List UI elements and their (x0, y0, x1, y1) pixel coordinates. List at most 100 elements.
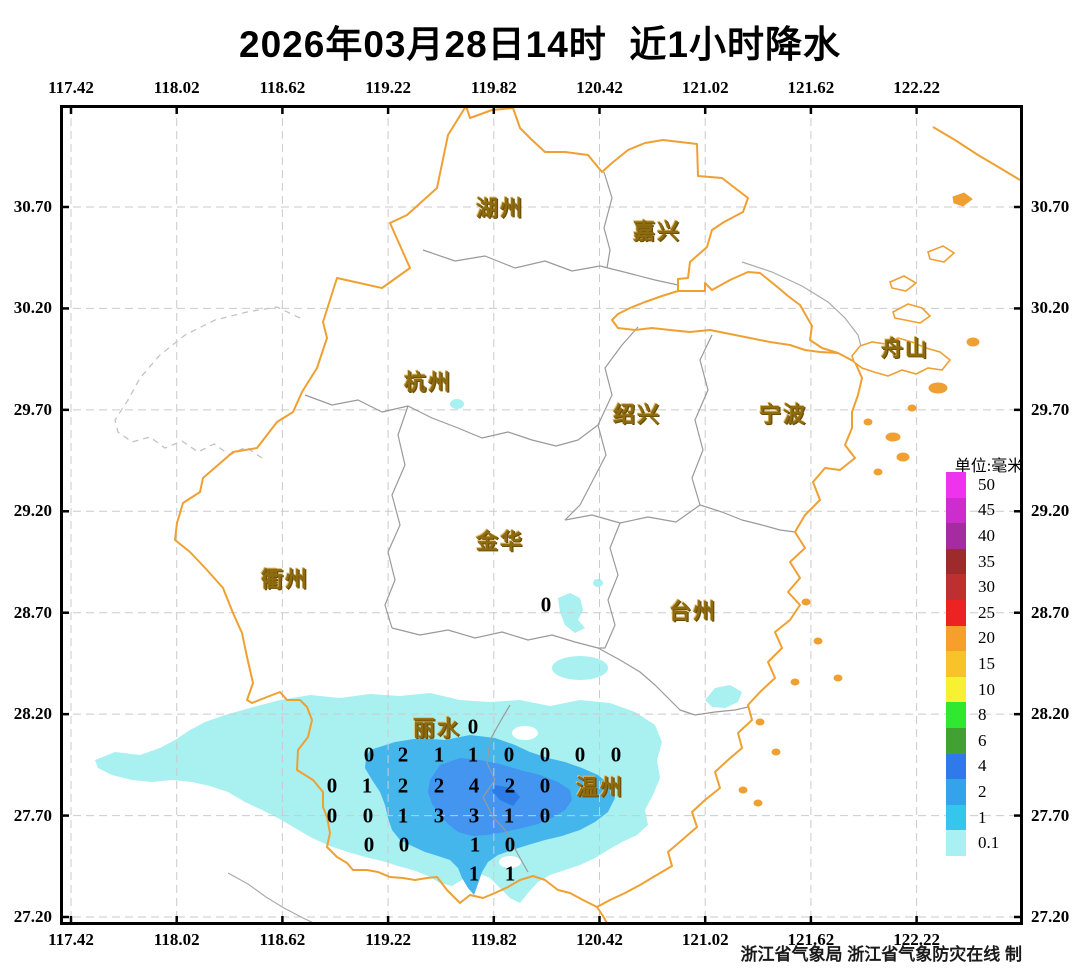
precip-value: 1 (397, 803, 409, 828)
lat-tick-label-left: 27.20 (13, 907, 52, 926)
island (927, 245, 956, 263)
precip-patch-northeast (705, 685, 742, 708)
precip-value: 2 (504, 773, 516, 798)
precip-value: 0 (362, 803, 374, 828)
precip-value: 0 (540, 592, 552, 617)
precip-value: 4 (468, 773, 480, 798)
precip-value: 0 (539, 803, 551, 828)
neighbor-borders (114, 261, 863, 925)
page-title: 2026年03月28日14时 近1小时降水 (239, 24, 841, 65)
island (952, 192, 973, 207)
zhoushan-main-island (851, 337, 952, 377)
city-label-绍兴: 绍兴 (612, 402, 662, 427)
credit-footer: 浙江省气象局 浙江省气象防灾在线 制 (740, 945, 1022, 964)
lat-tick-label-right: 29.20 (1031, 501, 1070, 521)
precip-area-streak (492, 785, 520, 806)
precip-value: 0 (363, 832, 375, 857)
precip-hole (512, 726, 538, 740)
legend-label: 30 (978, 577, 995, 597)
precip-dot-hangzhou (450, 399, 464, 409)
legend-label: 35 (978, 551, 995, 571)
bay-north-gray-line (741, 261, 863, 351)
legend-swatch (946, 779, 966, 805)
lon-tick-label-bottom: 119.82 (470, 930, 517, 949)
legend-label: 2 (978, 781, 987, 801)
islet (885, 432, 901, 442)
legend-label: 1 (978, 807, 987, 827)
hangzhou-bay-shoreline (611, 290, 839, 354)
precip-value: 2 (397, 773, 409, 798)
precip-value: 0 (574, 742, 586, 767)
city-label-丽水: 丽水 (412, 716, 462, 741)
precip-value: 0 (467, 714, 479, 739)
islet (813, 637, 823, 645)
islet (771, 748, 781, 756)
legend-swatch (946, 702, 966, 728)
axis-ticks (60, 105, 1023, 925)
graticule-grid (60, 105, 1023, 925)
lon-tick-label-top: 117.42 (48, 78, 94, 97)
legend-label: 50 (978, 474, 995, 494)
islet (738, 786, 748, 794)
lon-tick-label-bottom: 119.22 (365, 930, 411, 949)
legend-swatch (946, 804, 966, 831)
lat-tick-label-right: 28.20 (1031, 704, 1070, 724)
legend-unit-label: 单位:毫米 (954, 458, 1024, 475)
legend-label: 25 (978, 602, 995, 622)
precip-dot-small (593, 579, 603, 587)
legend-label: 4 (978, 756, 987, 776)
precip-value: 1 (504, 861, 516, 886)
lon-tick-label-top: 118.62 (259, 78, 306, 97)
legend-swatch (946, 599, 966, 626)
city-label-嘉兴: 嘉兴 (632, 219, 682, 244)
precip-value: 0 (539, 742, 551, 767)
lat-tick-label-right: 27.20 (1031, 907, 1070, 926)
islet (907, 404, 917, 412)
plot-frame (60, 105, 1023, 925)
lon-tick-label-top: 119.22 (365, 78, 411, 97)
lon-tick-label-bottom: 118.02 (153, 930, 200, 949)
legend-swatch (946, 523, 966, 549)
precip-value: 0 (326, 773, 338, 798)
lon-tick-label-bottom: 121.02 (681, 930, 729, 949)
city-label-舟山: 舟山 (880, 336, 930, 361)
anhui-dashed-border (114, 306, 301, 459)
lat-tick-label-left: 28.20 (13, 704, 52, 724)
lat-tick-label-right: 27.70 (1031, 805, 1070, 825)
city-label-湖州: 湖州 (475, 196, 525, 221)
precip-value: 0 (539, 773, 551, 798)
precip-value: 2 (397, 742, 409, 767)
legend-label: 10 (978, 679, 995, 699)
islands-layer (738, 192, 980, 807)
lat-tick-label-right: 30.20 (1031, 298, 1070, 318)
precipitation-fill-layer (95, 399, 742, 903)
precip-area-light-bump (552, 656, 608, 680)
legend-swatch (946, 574, 966, 600)
legend-label: 40 (978, 525, 995, 545)
lat-tick-label-left: 30.70 (13, 197, 52, 216)
zhejiang-precipitation-map (60, 105, 1023, 925)
city-borders (304, 171, 796, 873)
islet (928, 382, 948, 394)
legend-label: 45 (978, 500, 995, 520)
legend-swatch (946, 548, 966, 575)
lat-tick-label-left: 27.70 (13, 805, 52, 825)
city-label-温州: 温州 (575, 775, 625, 800)
islet (753, 799, 763, 807)
legend-swatch (946, 651, 966, 677)
islet (873, 468, 883, 476)
lon-tick-label-top: 119.82 (470, 78, 517, 97)
precip-value: 1 (433, 742, 445, 767)
islet (896, 452, 910, 462)
precip-value: 1 (361, 773, 373, 798)
legend-swatch (946, 625, 966, 652)
islet (755, 718, 765, 726)
city-label-杭州: 杭州 (403, 370, 453, 395)
precip-value: 0 (504, 832, 516, 857)
precip-value: 1 (468, 861, 480, 886)
precip-value: 1 (503, 803, 515, 828)
precip-value: 3 (468, 803, 480, 828)
city-label-衢州: 衢州 (260, 567, 310, 592)
islet (833, 674, 843, 682)
precip-value: 0 (503, 742, 515, 767)
